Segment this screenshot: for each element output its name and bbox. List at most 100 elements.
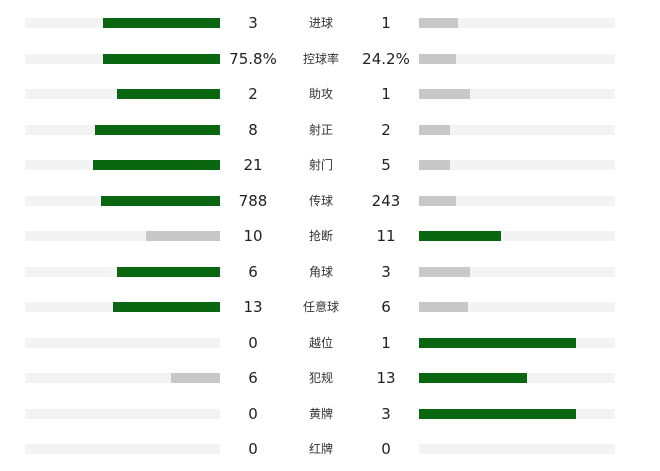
- stat-label: 控球率: [302, 51, 339, 66]
- away-bar-fill: [419, 408, 576, 419]
- stat-label: 助攻: [308, 87, 333, 101]
- home-bar-fill: [113, 302, 220, 312]
- stat-row: 788 传球 243: [0, 183, 660, 219]
- away-value: 1: [381, 14, 391, 32]
- away-bar-fill: [419, 195, 456, 206]
- stat-label: 红牌: [308, 442, 333, 456]
- away-bar-track: [419, 160, 615, 170]
- home-value: 0: [248, 440, 258, 458]
- away-bar-track: [419, 444, 615, 454]
- home-bar-track: [25, 124, 220, 135]
- away-bar-track: [419, 266, 615, 277]
- away-value: 1: [381, 333, 391, 352]
- away-value: 5: [381, 156, 391, 174]
- away-bar-track: [419, 195, 615, 206]
- stat-label: 角球: [308, 264, 333, 279]
- away-bar-track: [419, 337, 615, 348]
- stat-row: 6 角球 3: [0, 254, 660, 290]
- away-bar-fill: [419, 231, 501, 241]
- home-bar-fill: [103, 53, 220, 64]
- home-bar-fill: [117, 266, 220, 277]
- home-bar-track: [25, 337, 220, 348]
- home-bar-fill: [171, 373, 220, 383]
- away-bar-fill: [419, 337, 576, 348]
- home-value: 788: [238, 191, 268, 210]
- home-bar-track: [25, 266, 220, 277]
- home-bar-track: [25, 408, 220, 419]
- away-value: 24.2%: [362, 49, 410, 68]
- away-bar-track: [419, 18, 615, 28]
- stat-row: 13 任意球 6: [0, 289, 660, 325]
- away-bar-fill: [419, 53, 456, 64]
- stat-label: 越位: [308, 335, 333, 350]
- stat-label: 犯规: [308, 371, 333, 385]
- away-bar-track: [419, 302, 615, 312]
- stat-row: 21 射门 5: [0, 147, 660, 183]
- stat-row: 0 黄牌 3: [0, 396, 660, 432]
- stat-row: 75.8% 控球率 24.2%: [0, 41, 660, 77]
- stat-label: 黄牌: [308, 406, 333, 421]
- stat-label: 进球: [308, 16, 333, 30]
- home-bar-track: [25, 444, 220, 454]
- home-bar-fill: [93, 160, 220, 170]
- stat-row: 8 射正 2: [0, 112, 660, 148]
- away-bar-track: [419, 124, 615, 135]
- stat-row: 6 犯规 13: [0, 360, 660, 396]
- home-bar-fill: [95, 124, 220, 135]
- away-bar-track: [419, 408, 615, 419]
- home-bar-fill: [117, 89, 220, 99]
- away-value: 11: [376, 227, 396, 245]
- away-bar-fill: [419, 89, 470, 99]
- away-value: 1: [381, 85, 391, 103]
- home-bar-track: [25, 373, 220, 383]
- home-bar-track: [25, 231, 220, 241]
- home-bar-track: [25, 53, 220, 64]
- home-bar-track: [25, 160, 220, 170]
- away-bar-fill: [419, 18, 458, 28]
- stat-label: 射门: [308, 158, 333, 172]
- away-value: 3: [381, 262, 391, 281]
- stat-label: 射正: [308, 122, 333, 137]
- home-value: 8: [248, 120, 258, 139]
- home-value: 2: [248, 85, 258, 103]
- home-bar-track: [25, 18, 220, 28]
- home-value: 0: [248, 333, 258, 352]
- home-value: 3: [248, 14, 258, 32]
- away-value: 6: [381, 298, 391, 316]
- away-value: 13: [376, 369, 396, 387]
- home-bar-track: [25, 89, 220, 99]
- stat-row: 2 助攻 1: [0, 76, 660, 112]
- away-bar-fill: [419, 266, 470, 277]
- away-bar-track: [419, 231, 615, 241]
- home-value: 13: [243, 298, 263, 316]
- away-value: 0: [381, 440, 391, 458]
- away-bar-track: [419, 53, 615, 64]
- home-bar-fill: [101, 195, 220, 206]
- home-value: 10: [243, 227, 263, 245]
- stat-label: 任意球: [302, 300, 339, 314]
- home-bar-track: [25, 302, 220, 312]
- away-bar-fill: [419, 373, 527, 383]
- stat-label: 抢断: [308, 229, 333, 243]
- away-bar-track: [419, 373, 615, 383]
- away-bar-track: [419, 89, 615, 99]
- home-value: 21: [243, 156, 263, 174]
- home-bar-fill: [146, 231, 220, 241]
- away-bar-fill: [419, 160, 450, 170]
- home-bar-track: [25, 195, 220, 206]
- stat-row: 0 红牌 0: [0, 431, 660, 467]
- home-value: 0: [248, 404, 258, 423]
- home-bar-fill: [103, 18, 220, 28]
- away-bar-fill: [419, 124, 450, 135]
- away-value: 2: [381, 120, 391, 139]
- stat-row: 3 进球 1: [0, 5, 660, 41]
- away-bar-fill: [419, 302, 468, 312]
- stat-row: 0 越位 1: [0, 325, 660, 361]
- home-value: 75.8%: [229, 49, 277, 68]
- home-value: 6: [248, 262, 258, 281]
- away-value: 3: [381, 404, 391, 423]
- stat-label: 传球: [308, 193, 333, 208]
- away-value: 243: [371, 191, 401, 210]
- home-value: 6: [248, 369, 258, 387]
